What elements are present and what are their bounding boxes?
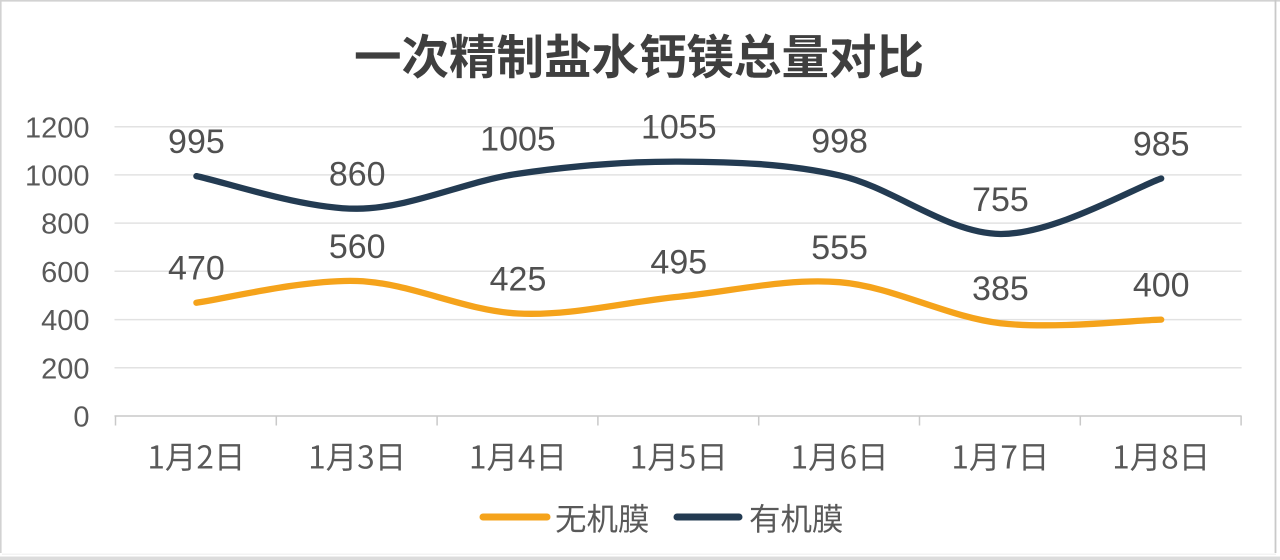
svg-text:200: 200: [41, 353, 89, 385]
svg-text:385: 385: [972, 270, 1029, 308]
svg-text:1200: 1200: [25, 112, 90, 144]
svg-text:425: 425: [490, 260, 547, 298]
svg-text:600: 600: [41, 257, 89, 289]
svg-text:1000: 1000: [25, 161, 90, 193]
svg-text:0: 0: [73, 402, 89, 434]
svg-text:1005: 1005: [480, 121, 556, 159]
svg-text:400: 400: [41, 305, 89, 337]
svg-text:560: 560: [329, 228, 386, 266]
svg-text:755: 755: [972, 181, 1029, 219]
svg-text:995: 995: [168, 123, 225, 161]
svg-text:985: 985: [1133, 125, 1190, 163]
svg-text:860: 860: [329, 156, 386, 194]
svg-text:400: 400: [1133, 267, 1190, 305]
svg-text:800: 800: [41, 209, 89, 241]
svg-text:998: 998: [811, 122, 868, 160]
svg-text:1055: 1055: [641, 109, 717, 147]
svg-text:555: 555: [811, 229, 868, 267]
svg-text:470: 470: [168, 250, 225, 288]
svg-text:495: 495: [650, 244, 707, 282]
